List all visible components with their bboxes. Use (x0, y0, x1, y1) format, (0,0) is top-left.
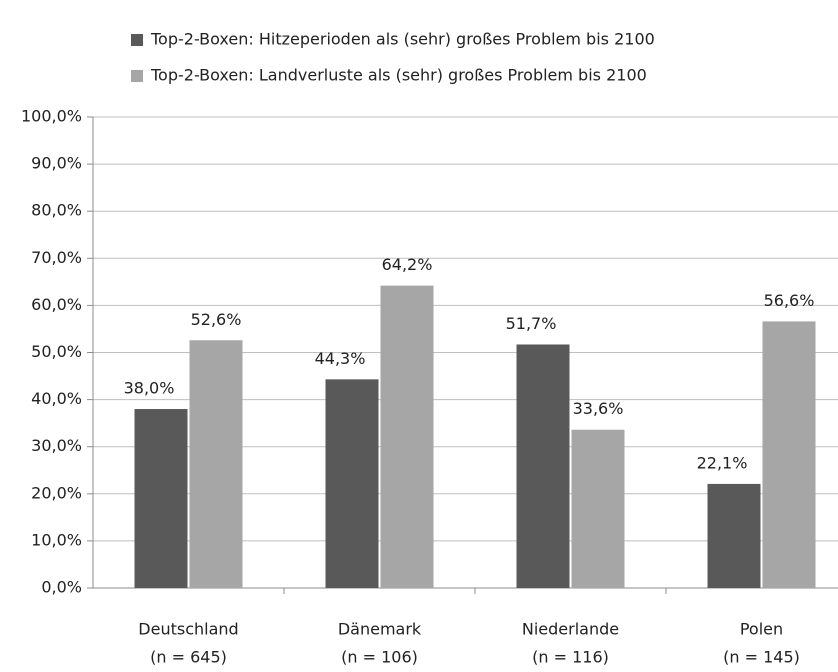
bar (516, 344, 570, 588)
bar (762, 321, 816, 588)
x-tick-label: Deutschland (138, 620, 238, 639)
x-tick-sublabel: (n = 116) (532, 648, 609, 667)
bar (380, 285, 434, 588)
y-tick-label: 60,0% (31, 295, 82, 314)
legend-swatch (131, 70, 143, 82)
x-tick-sublabel: (n = 106) (341, 648, 418, 667)
y-tick-label: 70,0% (31, 248, 82, 267)
legend-label: Top-2-Boxen: Landverluste als (sehr) gro… (150, 66, 647, 85)
value-label: 38,0% (124, 379, 175, 398)
y-tick-label: 10,0% (31, 530, 82, 549)
x-tick-label: Dänemark (338, 620, 422, 639)
value-label: 44,3% (315, 349, 366, 368)
bar (571, 429, 625, 588)
value-label: 33,6% (573, 399, 624, 418)
x-tick-sublabel: (n = 145) (723, 648, 800, 667)
y-tick-label: 90,0% (31, 154, 82, 173)
value-label: 52,6% (191, 310, 242, 329)
y-tick-label: 0,0% (41, 578, 82, 597)
bar (325, 379, 379, 588)
x-tick-label: Polen (740, 620, 783, 639)
legend-swatch (131, 34, 143, 46)
bar (189, 340, 243, 588)
y-tick-label: 40,0% (31, 389, 82, 408)
y-tick-label: 50,0% (31, 342, 82, 361)
x-tick-sublabel: (n = 645) (150, 648, 227, 667)
legend-label: Top-2-Boxen: Hitzeperioden als (sehr) gr… (150, 30, 655, 49)
x-tick-label: Niederlande (522, 620, 619, 639)
value-label: 56,6% (764, 291, 815, 310)
y-tick-label: 20,0% (31, 483, 82, 502)
bar (134, 409, 188, 588)
bar (707, 483, 761, 588)
y-tick-label: 100,0% (21, 107, 82, 126)
y-tick-label: 80,0% (31, 201, 82, 220)
y-tick-label: 30,0% (31, 436, 82, 455)
value-label: 64,2% (382, 255, 433, 274)
value-label: 51,7% (506, 314, 557, 333)
value-label: 22,1% (697, 453, 748, 472)
